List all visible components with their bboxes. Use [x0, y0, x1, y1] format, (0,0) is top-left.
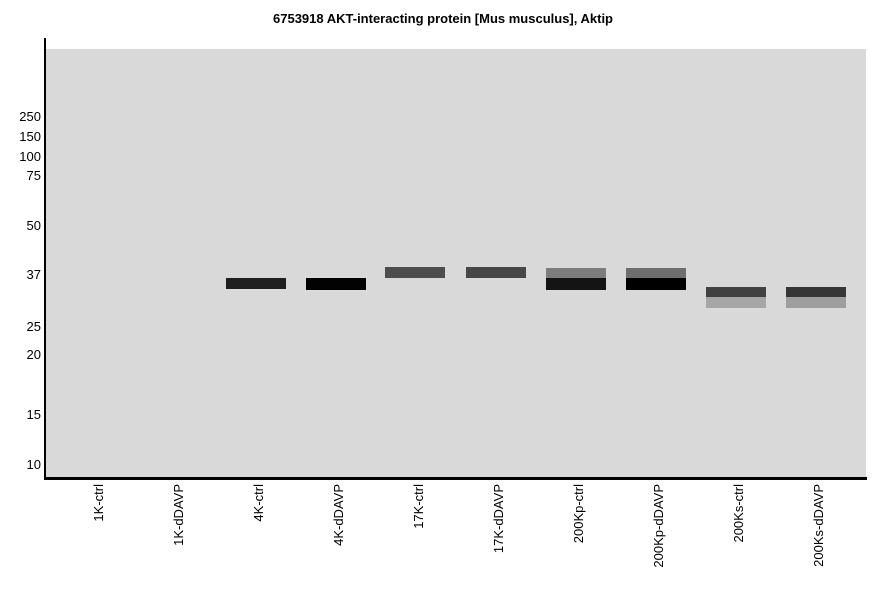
y-tick-label: 75: [26, 168, 41, 183]
y-tick-label: 50: [26, 218, 41, 233]
lane-label: 200Ks-dDAVP: [811, 484, 826, 567]
y-tick-label: 150: [19, 129, 41, 144]
gel-band: [626, 268, 686, 278]
gel-band: [546, 268, 606, 278]
gel-band: [385, 267, 445, 278]
gel-band: [706, 287, 766, 297]
lane-label: 200Ks-ctrl: [731, 484, 746, 543]
x-axis-line: [44, 477, 867, 480]
lane-label: 17K-dDAVP: [491, 484, 506, 554]
y-tick-label: 100: [19, 149, 41, 164]
gel-band: [546, 278, 606, 290]
lane-label: 1K-dDAVP: [171, 484, 186, 546]
lane-label: 1K-ctrl: [91, 484, 106, 522]
y-tick-label: 20: [26, 347, 41, 362]
y-axis-line: [44, 38, 46, 480]
gel-band: [626, 278, 686, 290]
gel-band: [226, 278, 286, 289]
figure-title: 6753918 AKT-interacting protein [Mus mus…: [273, 11, 613, 26]
gel-band: [706, 297, 766, 308]
gel-band: [306, 278, 366, 290]
gel-band: [786, 297, 846, 308]
y-tick-label: 250: [19, 109, 41, 124]
lane-label: 4K-dDAVP: [331, 484, 346, 546]
y-tick-label: 10: [26, 457, 41, 472]
plot-area: [46, 49, 866, 477]
y-tick-label: 25: [26, 319, 41, 334]
gel-band: [466, 267, 526, 278]
y-tick-label: 15: [26, 407, 41, 422]
lane-label: 200Kp-ctrl: [571, 484, 586, 544]
lane-label: 4K-ctrl: [251, 484, 266, 522]
lane-label: 17K-ctrl: [411, 484, 426, 529]
y-tick-label: 37: [26, 267, 41, 282]
lane-label: 200Kp-dDAVP: [651, 484, 666, 568]
gel-band: [786, 287, 846, 297]
